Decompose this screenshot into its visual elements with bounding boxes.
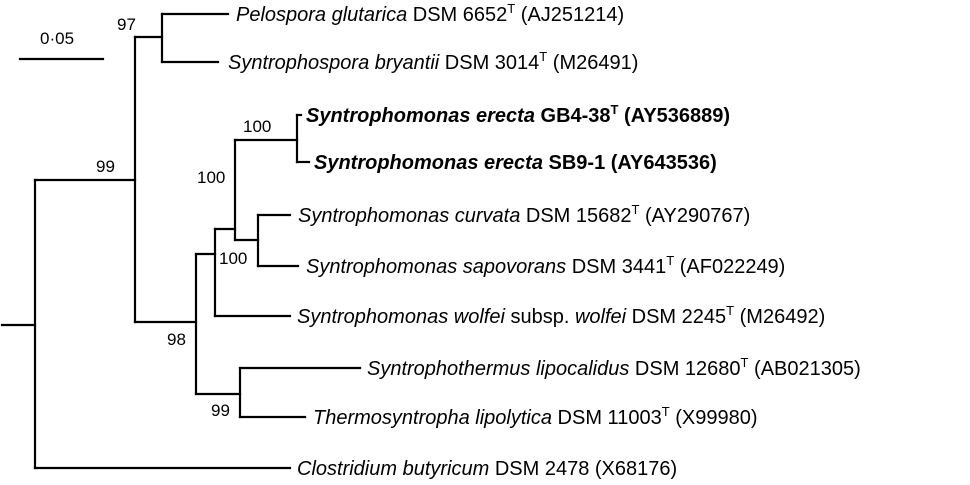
taxon-text-part: T — [632, 202, 640, 217]
bootstrap-values: 97 99 100 100 100 98 99 — [96, 15, 271, 420]
taxon-text-part: DSM 2245 — [626, 306, 726, 328]
taxon-text-part: (AJ251214) — [515, 4, 624, 26]
taxon-text-part: DSM 12680 — [629, 358, 740, 380]
taxon-text-part: T — [539, 49, 547, 64]
taxon-text-part: Syntrophomonas erecta — [306, 105, 535, 127]
bootstrap-node-ingroup: 99 — [96, 157, 115, 176]
taxon-text-part: DSM 6652 — [407, 4, 507, 26]
taxon-text-part: (AF022249) — [674, 256, 785, 278]
taxon-text-part: DSM 3014 — [439, 52, 539, 74]
bootstrap-node-pelospora-syntrophospora: 97 — [117, 15, 136, 34]
bootstrap-node-thermo: 99 — [211, 401, 230, 420]
taxon-text-part: Syntrophomonas sapovorans — [306, 256, 566, 278]
taxon-label-thermosyntropha: Thermosyntropha lipolytica DSM 11003T (X… — [313, 404, 757, 429]
taxon-text-part: Syntrophothermus lipocalidus — [367, 358, 629, 380]
taxon-label-clostridium: Clostridium butyricum DSM 2478 (X68176) — [297, 458, 677, 480]
taxon-text-part: Thermosyntropha lipolytica — [313, 407, 552, 429]
bootstrap-node-syntrophomonas-thermo: 98 — [167, 330, 186, 349]
taxon-text-part: Syntrophomonas erecta — [314, 152, 543, 174]
taxon-label-erecta-gb4: Syntrophomonas erecta GB4-38T (AY536889) — [306, 102, 730, 127]
taxon-text-part: DSM 11003 — [552, 407, 662, 429]
taxon-text-part: (AB021305) — [749, 358, 861, 380]
taxon-label-syntrophospora: Syntrophospora bryantii DSM 3014T (M2649… — [228, 49, 638, 74]
taxon-text-part: T — [507, 1, 515, 16]
taxon-text-part: (AY536889) — [619, 105, 731, 127]
bootstrap-node-curvata-sapovorans: 100 — [219, 249, 247, 268]
taxon-text-part: Syntrophospora bryantii — [228, 52, 440, 74]
taxon-text-part: Clostridium butyricum — [297, 458, 489, 480]
taxon-label-erecta-sb9: Syntrophomonas erecta SB9-1 (AY643536) — [314, 152, 717, 174]
taxon-text-part: T — [662, 404, 670, 419]
taxon-text-part: subsp. — [505, 306, 575, 328]
taxon-text-part: Pelospora glutarica — [236, 4, 407, 26]
taxon-label-syntrophothermus: Syntrophothermus lipocalidus DSM 12680T … — [367, 355, 861, 380]
taxon-text-part: Syntrophomonas curvata — [298, 205, 520, 227]
taxon-label-pelospora: Pelospora glutarica DSM 6652T (AJ251214) — [236, 1, 624, 26]
taxon-text-part: T — [741, 355, 749, 370]
bootstrap-node-erecta-curvata-sapovorans: 100 — [197, 168, 225, 187]
taxon-text-part: (M26492) — [734, 306, 825, 328]
taxon-label-wolfei: Syntrophomonas wolfei subsp. wolfei DSM … — [297, 303, 825, 328]
taxon-text-part: (X99980) — [670, 407, 758, 429]
taxon-text-part: T — [726, 303, 734, 318]
scale-bar-label: 0·05 — [40, 29, 74, 48]
taxon-text-part: (M26491) — [547, 52, 638, 74]
taxon-text-part: DSM 15682 — [520, 205, 631, 227]
taxon-labels: Pelospora glutarica DSM 6652T (AJ251214)… — [228, 1, 861, 480]
taxon-text-part: DSM 2478 (X68176) — [489, 458, 677, 480]
scale-bar: 0·05 — [18, 29, 105, 61]
taxon-text-part: DSM 3441 — [566, 256, 666, 278]
bootstrap-node-erecta: 100 — [243, 117, 271, 136]
taxon-text-part: wolfei — [575, 306, 627, 328]
tree-branches — [0, 12, 362, 470]
taxon-text-part: T — [666, 253, 674, 268]
taxon-text-part: Syntrophomonas wolfei — [297, 306, 505, 328]
taxon-text-part: (AY290767) — [639, 205, 750, 227]
taxon-label-curvata: Syntrophomonas curvata DSM 15682T (AY290… — [298, 202, 750, 227]
taxon-label-sapovorans: Syntrophomonas sapovorans DSM 3441T (AF0… — [306, 253, 785, 278]
taxon-text-part: SB9-1 (AY643536) — [543, 152, 717, 174]
taxon-text-part: T — [611, 102, 619, 117]
taxon-text-part: GB4-38 — [535, 105, 611, 127]
